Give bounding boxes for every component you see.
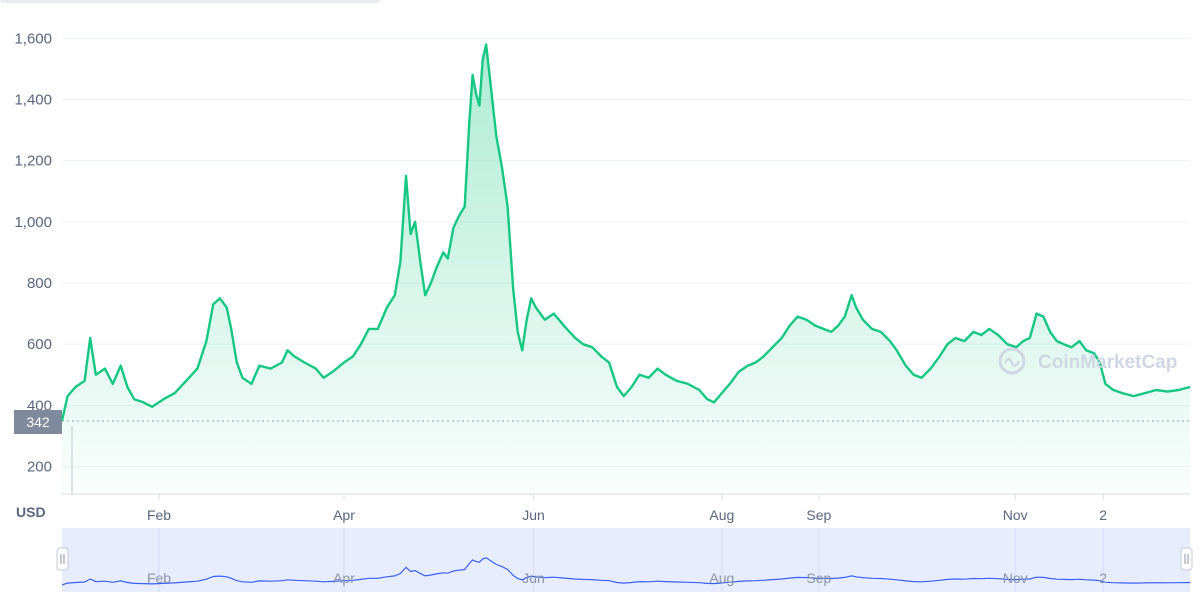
y-tick-label: 1,200 [14, 153, 52, 170]
x-tick-label: Apr [333, 507, 355, 523]
y-tick-label: 1,600 [14, 30, 52, 47]
y-tick-label: 800 [27, 275, 52, 292]
y-tick-label: 1,400 [14, 92, 52, 109]
navigator-tick-label: Aug [709, 570, 734, 586]
navigator-tick-label: Jun [522, 570, 545, 586]
navigator-tick-label: Sep [806, 570, 831, 586]
navigator-tick-label: Nov [1003, 570, 1028, 586]
watermark: CoinMarketCap [998, 347, 1177, 375]
price-line [60, 43, 1191, 421]
navigator-ticks: Feb Apr Jun Aug Sep Nov 2 [147, 570, 1107, 586]
price-area [62, 44, 1190, 494]
coinmarketcap-logo-wave [1003, 357, 1021, 367]
navigator-tick-label: Feb [147, 570, 171, 586]
x-axis: Feb Apr Jun Aug Sep Nov 2 [147, 494, 1107, 523]
y-tick-label: 1,000 [14, 214, 52, 231]
currency-label: USD [16, 504, 46, 520]
x-tick-label: Aug [709, 507, 734, 523]
current-value-badge [14, 410, 62, 434]
navigator-tick-label: Apr [333, 570, 355, 586]
navigator-line [61, 557, 1191, 586]
navigator-background[interactable] [62, 528, 1190, 592]
navigator-left-handle[interactable] [56, 547, 69, 571]
x-tick-label: 2 [1099, 507, 1107, 523]
y-tick-label: 200 [27, 458, 52, 475]
navigator[interactable]: Feb Apr Jun Aug Sep Nov 2 [56, 528, 1193, 592]
coinmarketcap-logo-icon [998, 347, 1026, 375]
x-tick-label: Jun [522, 507, 545, 523]
y-tick-label: 600 [27, 336, 52, 353]
x-tick-label: Feb [147, 507, 171, 523]
navigator-tick-label: 2 [1099, 570, 1107, 586]
top-tab-strip [0, 0, 380, 3]
x-tick-label: Nov [1003, 507, 1028, 523]
x-tick-label: Sep [806, 507, 831, 523]
navigator-right-handle[interactable] [1180, 547, 1193, 571]
current-value-label: 342 [26, 414, 50, 430]
watermark-text: CoinMarketCap [1038, 352, 1177, 373]
